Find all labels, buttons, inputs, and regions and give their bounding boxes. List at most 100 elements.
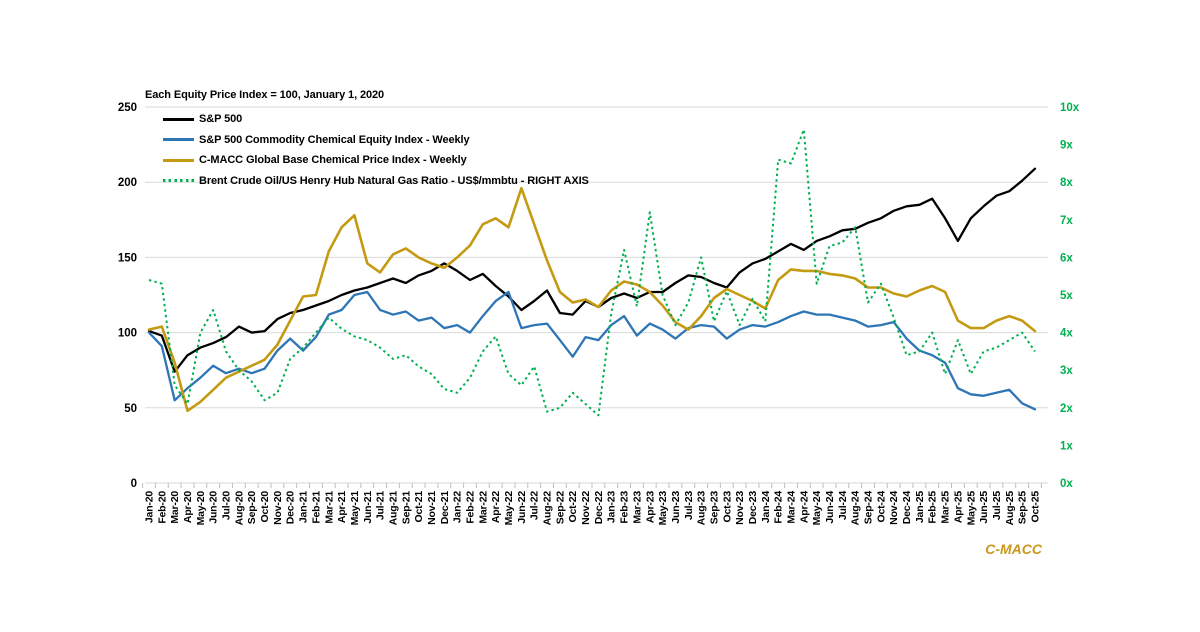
x-axis-month-label: Apr-22: [490, 491, 502, 523]
legend-item-brent-henryhub-ratio: Brent Crude Oil/US Henry Hub Natural Gas…: [163, 171, 589, 192]
x-axis-month-label: Oct-25: [1029, 491, 1041, 523]
x-axis-month-label: Oct-23: [721, 491, 733, 523]
x-axis-month-label: Feb-24: [773, 491, 785, 524]
x-axis-month-label: Jan-23: [606, 491, 618, 523]
x-axis-month-label: Sep-21: [400, 491, 412, 525]
x-axis-month-label: Mar-20: [169, 491, 181, 524]
chart-title: Each Equity Price Index = 100, January 1…: [145, 89, 385, 101]
legend-swatch-commodity-chemical-equity: [163, 138, 194, 142]
x-axis-month-label: Mar-21: [323, 491, 335, 524]
legend-item-cmacc-chemical-price: C-MACC Global Base Chemical Price Index …: [163, 150, 589, 171]
chart-legend: S&P 500 S&P 500 Commodity Chemical Equit…: [163, 109, 589, 191]
x-axis-month-label: Apr-20: [182, 491, 194, 523]
right-axis-tick-label: 9x: [1060, 140, 1073, 152]
legend-swatch-cmacc-chemical-price: [163, 158, 194, 162]
x-axis-month-label: May-25: [965, 491, 977, 526]
x-axis-month-label: Apr-25: [952, 491, 964, 523]
x-axis-month-label: May-24: [811, 491, 823, 526]
x-axis-month-label: Sep-22: [554, 491, 566, 525]
legend-label-brent-henryhub-ratio: Brent Crude Oil/US Henry Hub Natural Gas…: [199, 174, 589, 187]
watermark-cmacc: C-MACC: [985, 541, 1042, 557]
x-axis-month-label: Sep-24: [863, 491, 875, 525]
x-axis-month-label: Mar-25: [940, 491, 952, 524]
x-axis-month-label: Oct-22: [567, 491, 579, 523]
right-axis-tick-label: 7x: [1060, 215, 1073, 227]
right-axis-tick-label: 5x: [1060, 290, 1073, 302]
x-axis-month-label: Sep-23: [708, 491, 720, 525]
x-axis-month-label: Feb-21: [310, 491, 322, 524]
commodity-chemical-equity-line: [147, 290, 1037, 411]
x-axis-month-label: Jun-20: [208, 491, 220, 524]
x-axis-month-label: Oct-20: [259, 491, 271, 523]
x-axis-month-label: Aug-25: [1004, 491, 1016, 526]
x-axis-month-label: Feb-23: [619, 491, 631, 524]
x-axis-month-label: Nov-21: [426, 491, 438, 525]
x-axis-month-label: Nov-23: [734, 491, 746, 525]
x-axis-month-label: May-21: [349, 491, 361, 526]
x-axis-month-label: Dec-20: [285, 491, 297, 525]
legend-item-commodity-chemical-equity: S&P 500 Commodity Chemical Equity Index …: [163, 130, 589, 151]
x-axis-month-label: Aug-24: [850, 491, 862, 526]
left-axis-tick-label: 0: [131, 478, 137, 490]
x-axis-month-label: Jul-23: [683, 491, 695, 521]
x-axis-month-label: Oct-21: [413, 491, 425, 523]
x-axis-month-label: Apr-21: [336, 491, 348, 523]
x-axis-month-label: Aug-21: [387, 491, 399, 526]
legend-label-cmacc-chemical-price: C-MACC Global Base Chemical Price Index …: [199, 154, 467, 167]
x-axis-month-label: Jun-24: [824, 491, 836, 524]
x-axis-month-label: Jul-20: [221, 491, 233, 521]
x-axis-month-label: Jun-25: [978, 491, 990, 524]
right-axis-tick-label: 4x: [1060, 328, 1073, 340]
x-axis-month-label: Jan-21: [298, 491, 310, 523]
left-axis-tick-label: 250: [118, 102, 137, 114]
legend-label-sp500: S&P 500: [199, 113, 243, 126]
x-axis-month-label: Feb-20: [156, 491, 168, 524]
right-axis-tick-label: 2x: [1060, 403, 1073, 415]
left-axis-tick-label: 150: [118, 252, 137, 264]
legend-item-sp500: S&P 500: [163, 109, 589, 130]
x-axis-month-label: Dec-21: [439, 491, 451, 525]
x-axis-month-label: Aug-22: [542, 491, 554, 526]
right-axis-tick-label: 3x: [1060, 365, 1073, 377]
x-axis-month-label: Jul-25: [991, 491, 1003, 521]
x-axis-month-label: May-20: [195, 491, 207, 526]
x-axis-month-label: Jul-24: [837, 491, 849, 521]
x-axis-month-label: Feb-25: [927, 491, 939, 524]
right-axis-tick-label: 1x: [1060, 440, 1073, 452]
x-axis-month-label: Dec-23: [747, 491, 759, 525]
x-axis-month-label: Mar-24: [786, 491, 798, 524]
right-axis-tick-label: 8x: [1060, 177, 1073, 189]
x-axis-month-label: May-22: [503, 491, 515, 526]
x-axis-month-label: Aug-23: [696, 491, 708, 526]
x-axis-month-label: Feb-22: [465, 491, 477, 524]
x-axis-month-label: Jun-21: [362, 491, 374, 524]
x-axis-month-label: Dec-24: [901, 491, 913, 525]
x-axis-month-label: Mar-22: [477, 491, 489, 524]
right-axis-tick-label: 0x: [1060, 478, 1073, 490]
x-axis-month-label: Jun-23: [670, 491, 682, 524]
brent-henryhub-ratio-line: [148, 128, 1036, 417]
x-axis-month-label: Jul-22: [529, 491, 541, 521]
x-axis-month-label: Nov-20: [272, 491, 284, 525]
x-axis-month-label: Jul-21: [375, 491, 387, 521]
x-axis-month-label: Jan-20: [144, 491, 156, 523]
right-axis-tick-label: 6x: [1060, 252, 1073, 264]
x-axis-month-label: Dec-22: [593, 491, 605, 525]
x-axis-month-label: Sep-25: [1017, 491, 1029, 525]
x-axis-month-label: Mar-23: [631, 491, 643, 524]
left-axis-tick-label: 100: [118, 328, 137, 340]
x-axis-month-label: Jan-24: [760, 491, 772, 523]
right-axis-tick-label: 10x: [1060, 102, 1080, 114]
x-axis-month-label: Jun-22: [516, 491, 528, 524]
cmacc-chemical-price-line: [147, 186, 1037, 413]
x-axis-month-label: Aug-20: [233, 491, 245, 526]
x-axis-month-label: Nov-22: [580, 491, 592, 525]
legend-swatch-brent-henryhub-ratio: [163, 179, 194, 183]
x-axis-month-label: Sep-20: [246, 491, 258, 525]
legend-label-commodity-chemical-equity: S&P 500 Commodity Chemical Equity Index …: [199, 133, 470, 146]
x-axis-month-label: Jan-22: [452, 491, 464, 523]
left-axis-tick-label: 200: [118, 177, 137, 189]
x-axis-month-label: Apr-24: [798, 491, 810, 523]
